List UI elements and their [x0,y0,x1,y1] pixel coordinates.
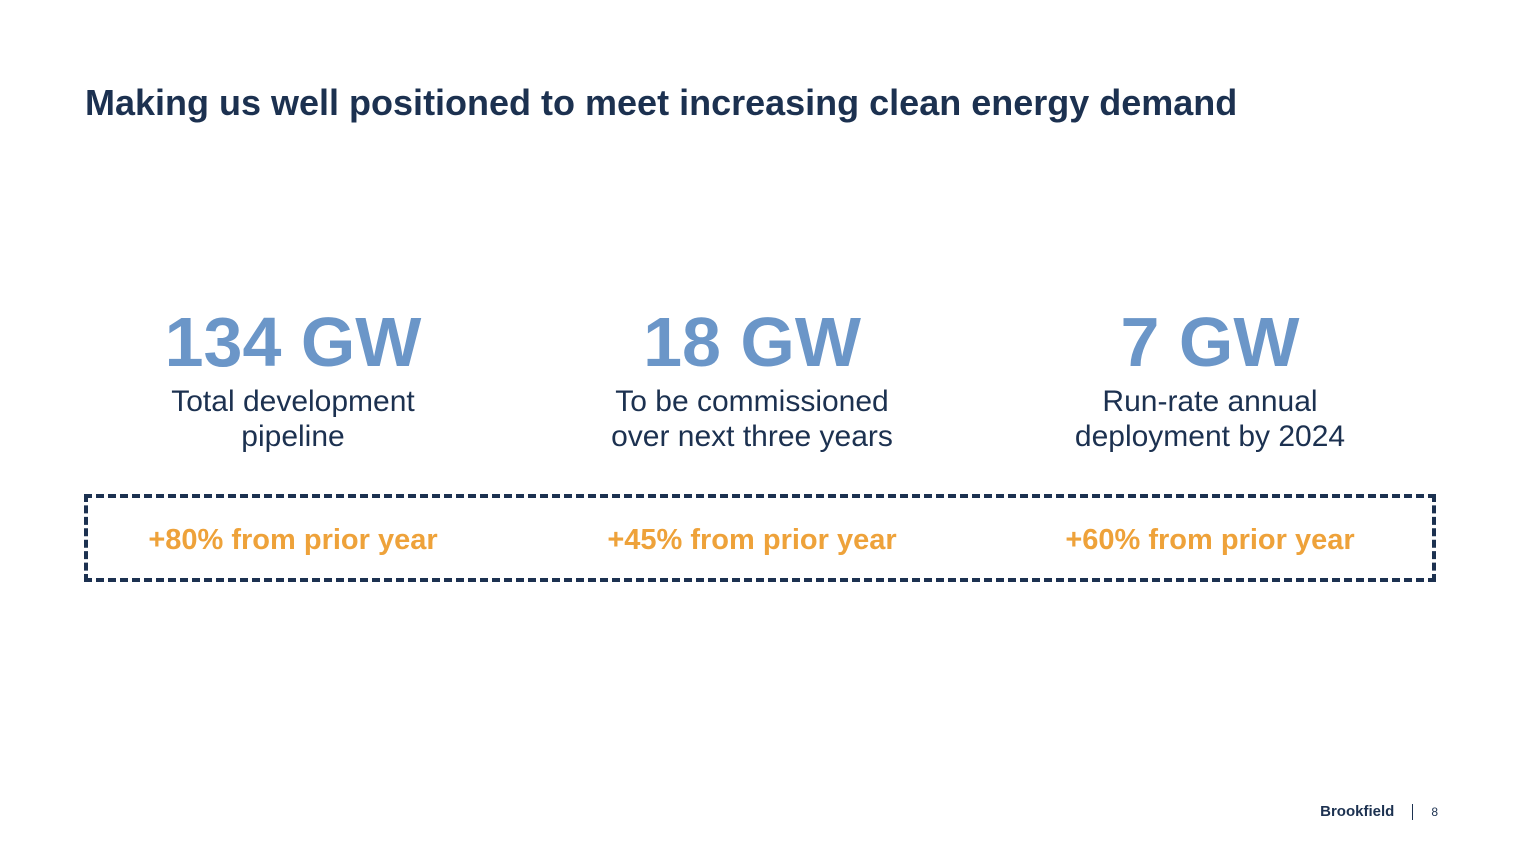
metric-description-line-2: pipeline [241,420,345,453]
growth-label-commissioned: +45% from prior year [607,524,897,556]
metric-description-line-2: deployment by 2024 [1074,420,1346,453]
metric-annual-deployment: 7 GW Run-rate annual deployment by 2024 [1000,300,1420,454]
metric-value: 7 GW [1120,303,1300,381]
metric-description-line-1: Total development [171,385,415,418]
metric-description-line-2: over next three years [611,420,893,453]
metric-value: 134 GW [164,303,422,381]
slide-footer: Brookfield 8 [1320,803,1438,820]
metric-commissioned: 18 GW To be commissioned over next three… [542,300,962,454]
brand-logo-text: Brookfield [1320,803,1395,820]
growth-label-deployment: +60% from prior year [1065,524,1355,556]
growth-dashed-box [84,494,1436,582]
page-number: 8 [1431,804,1438,819]
footer-divider [1412,803,1414,820]
metric-description-line-1: Run-rate annual [1102,385,1318,418]
metric-value: 18 GW [643,303,861,381]
metric-description-line-1: To be commissioned [615,385,889,418]
slide-title: Making us well positioned to meet increa… [85,82,1238,123]
growth-label-pipeline: +80% from prior year [148,524,438,556]
metric-total-pipeline: 134 GW Total development pipeline [83,300,503,454]
